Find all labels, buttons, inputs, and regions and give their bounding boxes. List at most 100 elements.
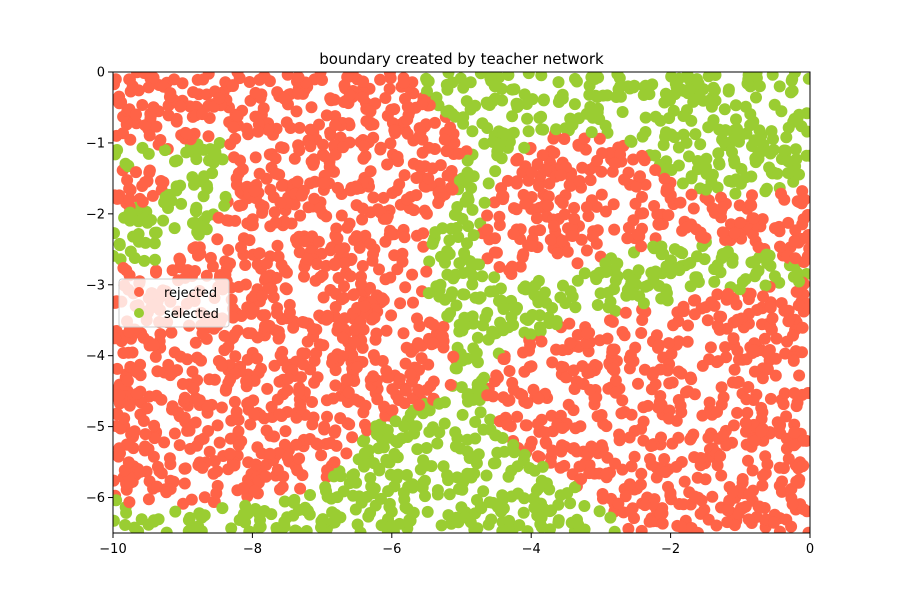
point-rejected bbox=[632, 377, 644, 390]
point-rejected bbox=[393, 372, 406, 385]
point-rejected bbox=[337, 141, 350, 154]
point-rejected bbox=[416, 146, 429, 159]
point-selected bbox=[773, 80, 786, 93]
point-selected bbox=[478, 196, 491, 209]
point-selected bbox=[436, 222, 449, 235]
point-rejected bbox=[525, 435, 538, 448]
point-selected bbox=[489, 165, 502, 178]
point-rejected bbox=[232, 439, 245, 452]
point-rejected bbox=[196, 108, 209, 121]
point-rejected bbox=[386, 404, 399, 417]
point-rejected bbox=[281, 384, 294, 397]
point-rejected bbox=[481, 223, 494, 236]
point-rejected bbox=[243, 234, 256, 247]
point-selected bbox=[593, 505, 606, 518]
point-rejected bbox=[162, 109, 175, 122]
point-rejected bbox=[253, 247, 266, 260]
point-rejected bbox=[143, 164, 156, 177]
point-rejected bbox=[370, 327, 383, 340]
y-tick-label: −1 bbox=[86, 136, 105, 151]
point-rejected bbox=[623, 478, 636, 491]
point-selected bbox=[673, 264, 686, 277]
point-rejected bbox=[497, 391, 510, 404]
point-rejected bbox=[654, 390, 667, 402]
point-selected bbox=[481, 97, 494, 110]
point-selected bbox=[697, 94, 710, 107]
point-rejected bbox=[748, 365, 761, 378]
point-selected bbox=[435, 250, 447, 263]
point-selected bbox=[643, 88, 656, 101]
point-rejected bbox=[546, 444, 559, 457]
point-rejected bbox=[796, 321, 809, 334]
point-selected bbox=[401, 431, 414, 443]
point-selected bbox=[150, 226, 163, 239]
point-rejected bbox=[113, 362, 124, 375]
point-rejected bbox=[481, 252, 494, 265]
point-selected bbox=[647, 240, 660, 253]
point-rejected bbox=[410, 189, 423, 202]
point-selected bbox=[113, 239, 126, 252]
legend: rejected selected bbox=[118, 278, 230, 328]
point-rejected bbox=[525, 360, 538, 373]
point-selected bbox=[649, 149, 662, 162]
point-rejected bbox=[568, 442, 581, 455]
point-rejected bbox=[381, 158, 394, 171]
point-rejected bbox=[260, 271, 273, 284]
point-rejected bbox=[680, 221, 693, 234]
point-rejected bbox=[576, 161, 589, 174]
point-selected bbox=[271, 524, 283, 533]
point-rejected bbox=[400, 384, 412, 397]
point-rejected bbox=[311, 371, 324, 384]
point-rejected bbox=[511, 410, 524, 423]
point-selected bbox=[182, 514, 195, 527]
point-rejected bbox=[291, 87, 304, 100]
point-rejected bbox=[249, 458, 262, 471]
point-selected bbox=[522, 72, 535, 80]
point-rejected bbox=[380, 364, 393, 377]
point-rejected bbox=[731, 313, 744, 326]
point-selected bbox=[467, 229, 480, 242]
point-rejected bbox=[367, 370, 380, 383]
point-rejected bbox=[746, 189, 758, 202]
point-selected bbox=[453, 318, 466, 331]
point-rejected bbox=[703, 396, 716, 409]
point-selected bbox=[766, 72, 779, 81]
point-rejected bbox=[213, 436, 226, 449]
point-selected bbox=[337, 485, 350, 498]
point-selected bbox=[522, 125, 535, 138]
point-rejected bbox=[612, 497, 625, 510]
point-rejected bbox=[636, 190, 648, 203]
point-rejected bbox=[252, 125, 265, 138]
point-selected bbox=[800, 149, 810, 162]
point-rejected bbox=[122, 456, 135, 469]
point-selected bbox=[782, 167, 795, 179]
point-rejected bbox=[406, 76, 419, 89]
point-rejected bbox=[341, 417, 354, 430]
point-rejected bbox=[746, 464, 759, 477]
point-selected bbox=[755, 145, 768, 158]
legend-box bbox=[118, 278, 230, 328]
point-selected bbox=[444, 307, 457, 320]
point-rejected bbox=[625, 460, 638, 473]
point-selected bbox=[497, 127, 510, 140]
point-rejected bbox=[621, 232, 634, 245]
point-rejected bbox=[715, 381, 728, 394]
point-rejected bbox=[180, 127, 193, 140]
point-rejected bbox=[757, 469, 769, 482]
point-rejected bbox=[228, 459, 241, 472]
point-rejected bbox=[600, 420, 613, 433]
point-rejected bbox=[204, 251, 217, 264]
point-selected bbox=[521, 525, 534, 533]
point-rejected bbox=[649, 164, 662, 176]
point-selected bbox=[564, 112, 577, 125]
point-selected bbox=[793, 108, 806, 121]
point-rejected bbox=[420, 207, 433, 220]
point-selected bbox=[497, 303, 510, 315]
point-selected bbox=[443, 234, 456, 247]
point-selected bbox=[461, 237, 473, 250]
point-rejected bbox=[213, 92, 226, 105]
point-rejected bbox=[481, 209, 494, 222]
point-selected bbox=[195, 511, 208, 524]
point-selected bbox=[637, 297, 650, 310]
